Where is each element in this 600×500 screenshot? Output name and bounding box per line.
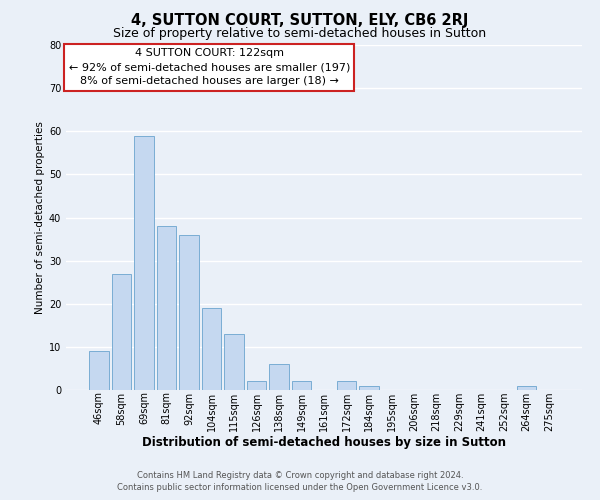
Y-axis label: Number of semi-detached properties: Number of semi-detached properties: [35, 121, 44, 314]
Bar: [337, 382, 356, 390]
Bar: [224, 334, 244, 390]
Bar: [179, 235, 199, 390]
Bar: [202, 308, 221, 390]
X-axis label: Distribution of semi-detached houses by size in Sutton: Distribution of semi-detached houses by …: [142, 436, 506, 450]
Text: Contains HM Land Registry data © Crown copyright and database right 2024.
Contai: Contains HM Land Registry data © Crown c…: [118, 471, 482, 492]
Text: Size of property relative to semi-detached houses in Sutton: Size of property relative to semi-detach…: [113, 28, 487, 40]
Bar: [89, 351, 109, 390]
Bar: [269, 364, 289, 390]
Bar: [247, 382, 266, 390]
Bar: [134, 136, 154, 390]
Text: 4, SUTTON COURT, SUTTON, ELY, CB6 2RJ: 4, SUTTON COURT, SUTTON, ELY, CB6 2RJ: [131, 12, 469, 28]
Text: 4 SUTTON COURT: 122sqm
← 92% of semi-detached houses are smaller (197)
8% of sem: 4 SUTTON COURT: 122sqm ← 92% of semi-det…: [68, 48, 350, 86]
Bar: [112, 274, 131, 390]
Bar: [359, 386, 379, 390]
Bar: [157, 226, 176, 390]
Bar: [517, 386, 536, 390]
Bar: [292, 382, 311, 390]
